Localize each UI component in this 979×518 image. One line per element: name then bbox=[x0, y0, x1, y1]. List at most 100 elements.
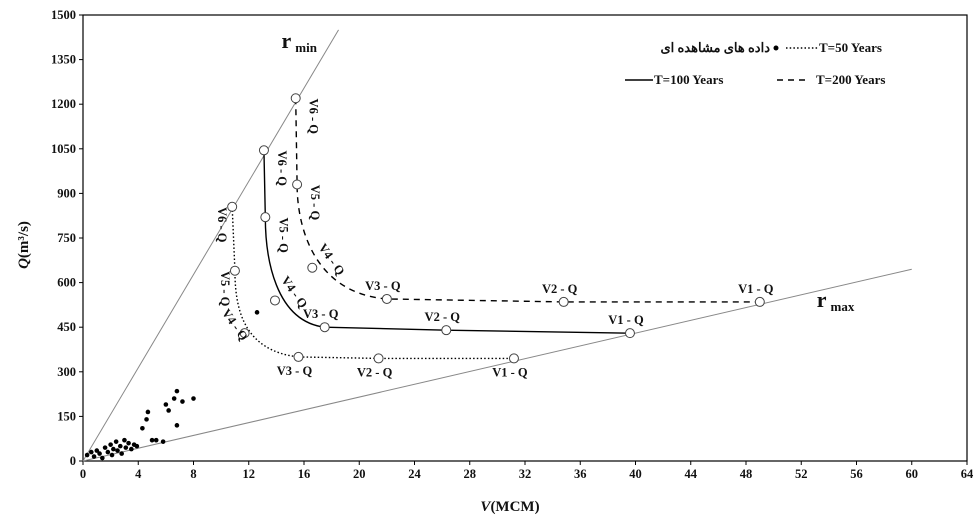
point-label-t100-2: V5 - Q bbox=[276, 217, 290, 253]
series-marker-t100-3 bbox=[269, 295, 280, 306]
observed-point bbox=[171, 396, 177, 401]
ref-line-min-label: r min bbox=[282, 28, 318, 55]
observed-point bbox=[94, 448, 100, 453]
observed-point bbox=[109, 452, 115, 458]
observed-point bbox=[254, 310, 260, 315]
x-tick-label: 20 bbox=[353, 467, 366, 481]
observed-point bbox=[122, 437, 127, 443]
point-label-t50-6: V1 - Q bbox=[492, 365, 528, 379]
x-axis-title: V(MCM) bbox=[480, 499, 539, 515]
point-label-t50-1: V6 - Q bbox=[215, 207, 229, 243]
x-axis-symbol: V bbox=[480, 499, 492, 515]
x-tick-label: 36 bbox=[574, 467, 587, 481]
x-tick-label: 28 bbox=[464, 467, 477, 481]
point-label-t200-6: V1 - Q bbox=[738, 282, 774, 296]
legend-label-t200: T=200 Years bbox=[816, 72, 885, 87]
x-tick-label: 48 bbox=[740, 467, 753, 481]
series-marker-t200-4 bbox=[381, 293, 392, 304]
y-tick-label: 1500 bbox=[51, 8, 76, 22]
legend-label-observed: داده های مشاهده ای bbox=[660, 40, 770, 55]
observed-point bbox=[149, 437, 155, 443]
reference-lines: r min r max bbox=[82, 28, 912, 462]
series-marker-t100-1 bbox=[258, 145, 269, 156]
point-label-t50-2: V5 - Q bbox=[218, 271, 232, 307]
series-marker-t100-4 bbox=[319, 322, 330, 333]
observed-point bbox=[134, 443, 140, 449]
point-labels: V6 - QV5 - QV4 - QV3 - Q V2 - Q V1 - QV6 -… bbox=[215, 99, 774, 380]
observed-point bbox=[166, 408, 171, 413]
x-tick-label: 24 bbox=[408, 467, 421, 481]
x-tick-label: 4 bbox=[135, 467, 142, 481]
y-tick-label: 450 bbox=[57, 320, 76, 334]
observed-point bbox=[145, 409, 151, 415]
y-axis-ticks: 0 150 300 450 600 750 900 1050 1200 1350 1500 bbox=[51, 8, 83, 468]
point-label-t100-4: V3 - Q bbox=[303, 307, 339, 321]
y-tick-label: 1050 bbox=[51, 142, 76, 156]
observed-point bbox=[91, 454, 97, 459]
x-tick-label: 8 bbox=[190, 467, 196, 481]
legend-label-t100: T=100 Years bbox=[654, 72, 723, 87]
y-axis-unit: (m³/s) bbox=[16, 221, 32, 258]
series-line-t50 bbox=[231, 206, 514, 360]
ref-line-min-subscript: min bbox=[295, 40, 317, 55]
observed-point bbox=[140, 425, 145, 431]
series-marker-t50-1 bbox=[227, 201, 238, 212]
point-label-t200-2: V5 - Q bbox=[308, 185, 322, 221]
point-label-t100-5: V2 - Q bbox=[425, 310, 461, 324]
observed-point bbox=[129, 446, 134, 452]
observed-point bbox=[160, 439, 166, 444]
y-tick-label: 1350 bbox=[51, 53, 76, 67]
x-tick-label: 16 bbox=[298, 467, 311, 481]
x-tick-label: 60 bbox=[906, 467, 919, 481]
legend-label-t50: T=50 Years bbox=[819, 40, 882, 55]
observed-point bbox=[180, 399, 185, 404]
observed-point bbox=[115, 448, 120, 453]
observed-point bbox=[113, 439, 119, 444]
series-marker-t200-6 bbox=[754, 296, 765, 307]
series-marker-t50-4 bbox=[293, 351, 304, 362]
series-markers bbox=[227, 93, 765, 364]
observed-point bbox=[144, 417, 149, 422]
series-marker-t200-5 bbox=[558, 296, 569, 307]
series-line-t100 bbox=[263, 150, 630, 334]
series-marker-t50-6 bbox=[508, 353, 519, 364]
point-label-t50-3: V4 - Q bbox=[219, 306, 251, 343]
observed-point bbox=[102, 445, 108, 450]
point-label-t100-3: V4 - Q bbox=[278, 274, 310, 311]
ref-line-max-subscript: max bbox=[831, 299, 855, 314]
y-tick-label: 750 bbox=[57, 231, 76, 245]
legend: داده های مشاهده ای T=50 Years T=100 Year… bbox=[625, 40, 885, 87]
point-label-t50-4: V3 - Q bbox=[277, 364, 313, 378]
observed-point bbox=[111, 446, 116, 452]
point-label-t100-1: V6 - Q bbox=[275, 151, 289, 187]
observed-point bbox=[84, 452, 90, 458]
observed-point bbox=[191, 396, 196, 401]
series-marker-t50-3 bbox=[239, 328, 250, 339]
x-tick-label: 56 bbox=[850, 467, 863, 481]
observed-point bbox=[153, 437, 159, 443]
point-label-t200-5: V2 - Q bbox=[542, 282, 578, 296]
ref-line-min bbox=[82, 29, 339, 462]
observed-point bbox=[123, 445, 129, 450]
observed-point bbox=[88, 449, 94, 455]
series-marker-t200-1 bbox=[290, 93, 301, 104]
observed-point bbox=[126, 440, 131, 446]
series-marker-t200-3 bbox=[307, 262, 318, 273]
ref-line-max bbox=[82, 268, 912, 462]
observed-point bbox=[117, 443, 123, 449]
x-tick-label: 0 bbox=[80, 467, 86, 481]
observed-points bbox=[84, 310, 260, 461]
observed-point bbox=[174, 423, 180, 428]
series-line-t200 bbox=[295, 98, 760, 303]
y-tick-label: 300 bbox=[57, 365, 76, 379]
y-axis-title: Q(m³/s) bbox=[16, 221, 32, 269]
observed-point bbox=[174, 388, 180, 394]
point-label-t100-6: V1 - Q bbox=[608, 313, 644, 327]
observed-point bbox=[105, 449, 111, 455]
x-tick-label: 32 bbox=[519, 467, 532, 481]
x-axis-ticks: 0 4 8 12 16 20 24 28 32 36 40 44 48 52 56 60 64 bbox=[80, 461, 974, 481]
series-marker-t200-2 bbox=[292, 179, 303, 190]
point-label-t50-5: V2 - Q bbox=[357, 365, 393, 379]
y-tick-label: 1200 bbox=[51, 97, 76, 111]
